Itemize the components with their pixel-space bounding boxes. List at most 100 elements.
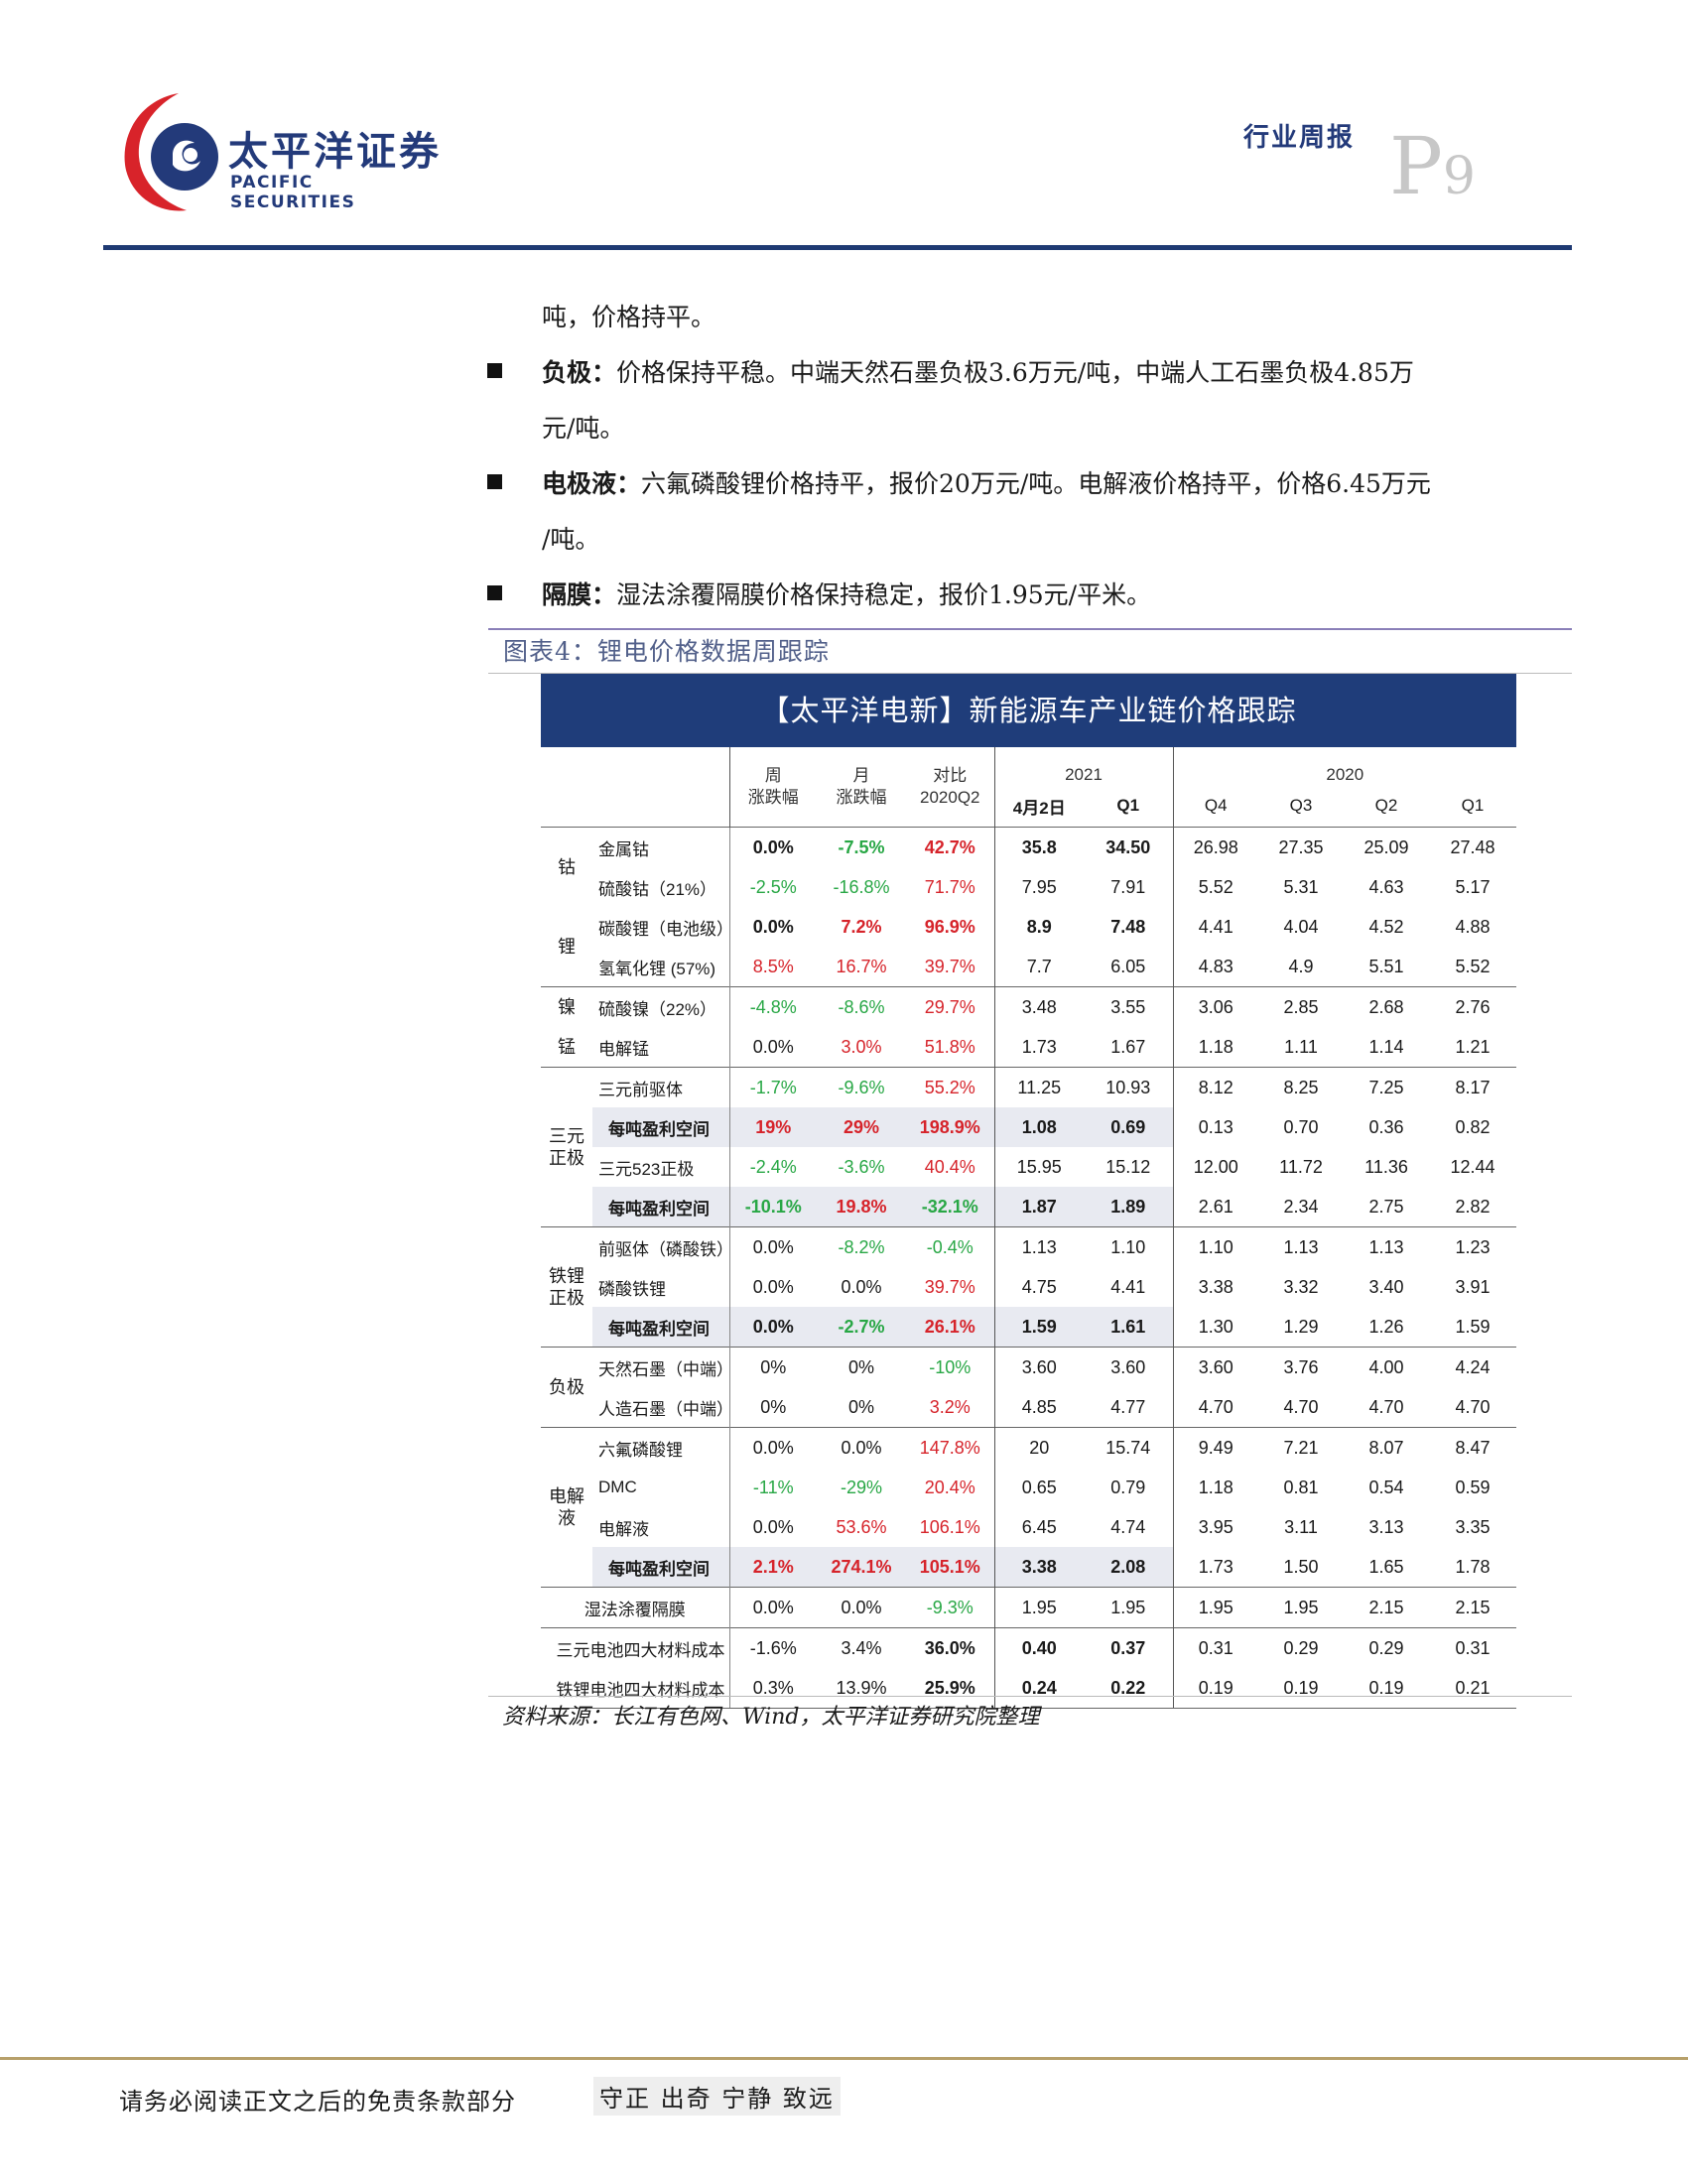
month-change-cell: 3.4% [817, 1627, 906, 1668]
price-cell: 0.82 [1455, 1116, 1491, 1137]
price-cell: 0.69 [1084, 1107, 1174, 1147]
logo-chinese-name: 太平洋证券 [228, 129, 442, 175]
price-cell: 8.17 [1429, 1067, 1517, 1107]
price-cell: 1.10 [1173, 1226, 1259, 1267]
price-cell: 0.29 [1258, 1627, 1345, 1668]
price-cell: 1.10 [1084, 1226, 1174, 1267]
price-cell: 1.30 [1198, 1316, 1234, 1337]
vs-2020q2-cell: 26.1% [906, 1307, 995, 1348]
row-name: 六氟磷酸锂 [592, 1427, 730, 1468]
price-cell: 4.74 [1084, 1507, 1174, 1547]
table-row: 每吨盈利空间 -10.1% 19.8% -32.1% 1.87 1.89 2.61 2.34 2… [541, 1187, 1516, 1227]
vs-2020q2-cell: -10% [906, 1347, 995, 1387]
price-cell: 1.87 [994, 1187, 1084, 1227]
year-2021-header: 2021 [994, 747, 1174, 785]
bullet-anode-text: 价格保持平稳。中端天然石墨负极3.6万元/吨，中端人工石墨负极4.85万 [616, 358, 1414, 387]
price-cell: 0.19 [1173, 1668, 1259, 1709]
price-cell: 8.07 [1344, 1427, 1430, 1468]
page-number-value: 9 [1442, 147, 1476, 206]
week-change-cell: -1.7% [729, 1067, 817, 1107]
week-change-cell: 0.0% [729, 1307, 817, 1348]
bullet-square-icon [487, 363, 502, 378]
week-change-cell: 0.0% [729, 1427, 817, 1468]
bullet-anode: 负极：价格保持平稳。中端天然石墨负极3.6万元/吨，中端人工石墨负极4.85万 [542, 353, 1414, 389]
price-cell: 4.63 [1368, 876, 1404, 897]
col-header-2020q3: Q3 [1289, 796, 1313, 815]
price-cell: 34.50 [1084, 827, 1174, 867]
bullet-separator-label: 隔膜： [542, 580, 617, 609]
price-cell: 3.40 [1368, 1276, 1404, 1297]
report-type: 行业周报 [1243, 123, 1356, 153]
month-change-cell: 0.0% [841, 1276, 882, 1297]
vs-2020q2-cell: 39.7% [906, 947, 995, 987]
row-group-label: 锂 [558, 937, 576, 957]
row-name: 每吨盈利空间 [592, 1107, 730, 1147]
bullet-electrolyte-label: 电极液： [542, 469, 642, 498]
row-name: 三元电池四大材料成本 [541, 1627, 730, 1668]
price-cell: 2.61 [1198, 1196, 1234, 1217]
vs-2020q2-cell: 198.9% [906, 1107, 995, 1147]
vs-2020q2-cell: 71.7% [906, 867, 995, 907]
price-cell: 3.48 [994, 986, 1084, 1027]
month-change-cell: 29% [817, 1107, 906, 1147]
month-change-cell: 0.0% [817, 1587, 906, 1628]
price-cell: 4.52 [1368, 916, 1404, 937]
price-cell: 26.98 [1173, 827, 1259, 867]
price-cell: 4.70 [1455, 1396, 1491, 1417]
price-cell: 2.75 [1368, 1196, 1404, 1217]
price-cell: 20 [994, 1427, 1084, 1468]
week-change-cell: 2.1% [729, 1547, 817, 1588]
price-cell: 2.34 [1283, 1196, 1319, 1217]
price-cell: 1.14 [1368, 1036, 1404, 1057]
price-cell: 11.25 [994, 1067, 1084, 1107]
price-cell: 1.29 [1283, 1316, 1319, 1337]
price-cell: 1.13 [994, 1226, 1084, 1267]
price-cell: 1.23 [1429, 1226, 1517, 1267]
row-name: 氢氧化锂 (57%) [592, 947, 730, 987]
vs-2020q2-cell: 55.2% [906, 1067, 995, 1107]
price-cell: 5.51 [1368, 956, 1404, 976]
bullet-square-icon [487, 474, 502, 489]
footer-motto: 守正 出奇 宁静 致远 [593, 2077, 841, 2116]
price-cell: 4.75 [1021, 1276, 1057, 1297]
month-change-cell: -7.5% [817, 827, 906, 867]
price-cell: 10.93 [1084, 1067, 1174, 1107]
month-change-cell: -16.8% [833, 876, 890, 897]
price-cell: 1.26 [1368, 1316, 1404, 1337]
price-cell: 1.59 [1455, 1316, 1491, 1337]
row-name: 人造石墨（中端） [592, 1387, 730, 1428]
price-cell: 2.15 [1429, 1587, 1517, 1628]
year-2020-header: 2020 [1326, 765, 1364, 784]
month-change-cell: -3.6% [838, 1156, 885, 1177]
price-cell: 25.09 [1344, 827, 1430, 867]
price-cell: 4.70 [1198, 1396, 1234, 1417]
row-group-label: 镍 [541, 986, 592, 1027]
price-cell: 3.60 [1084, 1347, 1174, 1387]
table-row: 三元电池四大材料成本 -1.6% 3.4% 36.0% 0.40 0.37 0.31 0.29… [541, 1627, 1517, 1668]
week-change-cell: 0% [729, 1347, 817, 1387]
price-cell: 7.7 [1026, 956, 1052, 976]
week-change-cell: 0.0% [729, 1587, 817, 1628]
price-cell: 4.24 [1429, 1347, 1517, 1387]
week-change-cell: 0.0% [752, 1036, 794, 1057]
vs-2020q2-cell: 105.1% [906, 1547, 995, 1588]
table-row: 三元 正极 三元前驱体 -1.7% -9.6% 55.2% 11.25 10.93 8.12 8… [541, 1067, 1517, 1227]
week-change-cell: -1.6% [729, 1627, 817, 1668]
price-cell: 5.52 [1455, 956, 1491, 976]
vs-2020q2-cell: 147.8% [906, 1427, 995, 1468]
vs-2020q2-cell: 36.0% [906, 1627, 995, 1668]
table-row: 铁锂 正极 前驱体（磷酸铁） 0.0% -8.2% -0.4% 1.13 1.10 1.10 1… [541, 1226, 1517, 1348]
price-cell: 1.18 [1198, 1477, 1234, 1497]
price-cell: 3.60 [1173, 1347, 1259, 1387]
price-cell: 1.59 [994, 1307, 1084, 1348]
table-row: 每吨盈利空间 19% 29% 198.9% 1.08 0.69 0.13 0.70 0.36 0.… [541, 1107, 1516, 1147]
price-cell: 1.73 [1198, 1556, 1234, 1577]
vs-2020q2-cell: 106.1% [906, 1507, 995, 1547]
row-name: 碳酸锂（电池级） [592, 907, 730, 947]
price-cell: 3.76 [1258, 1347, 1345, 1387]
col-header-2020q4: Q4 [1204, 796, 1228, 815]
price-cell: 7.21 [1258, 1427, 1345, 1468]
bullet-electrolyte-cont: /吨。 [542, 525, 600, 554]
price-cell: 3.38 [1198, 1276, 1234, 1297]
price-cell: 4.85 [1021, 1396, 1057, 1417]
